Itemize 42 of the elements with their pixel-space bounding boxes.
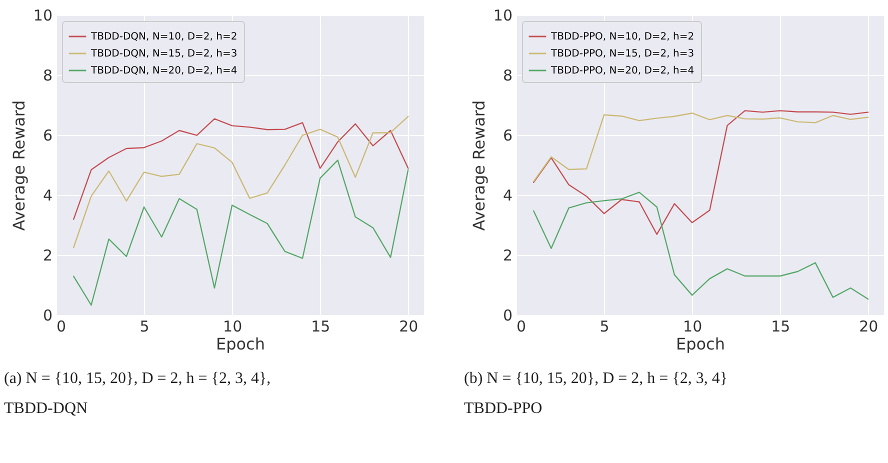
y-tick-label: 0 — [502, 306, 512, 324]
x-axis-title: Epoch — [216, 334, 265, 354]
y-tick-label: 2 — [502, 246, 512, 264]
y-tick-label: 4 — [42, 186, 52, 204]
x-tick-label: 20 — [859, 318, 878, 336]
y-axis-title: Average Reward — [9, 100, 28, 231]
y-tick-label: 8 — [502, 66, 512, 84]
y-tick-label: 6 — [42, 126, 52, 144]
line-series — [73, 116, 409, 248]
line-series — [73, 118, 409, 220]
text: TBDD-DQN — [4, 400, 88, 417]
x-tick-label: 20 — [399, 318, 418, 336]
x-tick-label: 0 — [56, 318, 66, 336]
text: TBDD-PPO — [464, 400, 542, 417]
x-tick-label: 0 — [516, 318, 526, 336]
y-tick-label: 2 — [42, 246, 52, 264]
y-tick-label: 0 — [42, 306, 52, 324]
x-axis-title: Epoch — [676, 334, 725, 354]
x-tick-label: 10 — [683, 318, 702, 336]
x-tick-label: 5 — [600, 318, 610, 336]
text: (a) N = {10, 15, 20}, D = 2, h = {2, 3, 4}, — [4, 370, 271, 387]
legend-label: TBDD-PPO, N=20, D=2, h=4 — [550, 66, 694, 76]
y-axis-title: Average Reward — [469, 100, 488, 231]
legend-label: TBDD-DQN, N=20, D=2, h=4 — [90, 66, 238, 76]
y-tick-label: 8 — [42, 66, 52, 84]
text: (b) N = {10, 15, 20}, D = 2, h = {2, 3, 4} — [464, 370, 728, 387]
y-tick-label: 10 — [493, 6, 512, 24]
x-tick-label: 10 — [223, 318, 242, 336]
legend-label: TBDD-PPO, N=15, D=2, h=3 — [550, 48, 694, 60]
y-tick-label: 6 — [502, 126, 512, 144]
x-tick-label: 15 — [771, 318, 790, 336]
line-series — [533, 192, 869, 300]
x-tick-label: 15 — [311, 318, 330, 336]
legend-label: TBDD-DQN, N=10, D=2, h=2 — [90, 32, 238, 42]
y-tick-label: 10 — [33, 6, 52, 24]
line-series — [533, 110, 869, 235]
legend-label: TBDD-PPO, N=10, D=2, h=2 — [550, 32, 694, 42]
y-tick-label: 4 — [502, 186, 512, 204]
line-series — [73, 160, 409, 306]
line-series — [533, 112, 869, 182]
legend-label: TBDD-DQN, N=15, D=2, h=3 — [90, 48, 238, 60]
x-tick-label: 5 — [140, 318, 150, 336]
